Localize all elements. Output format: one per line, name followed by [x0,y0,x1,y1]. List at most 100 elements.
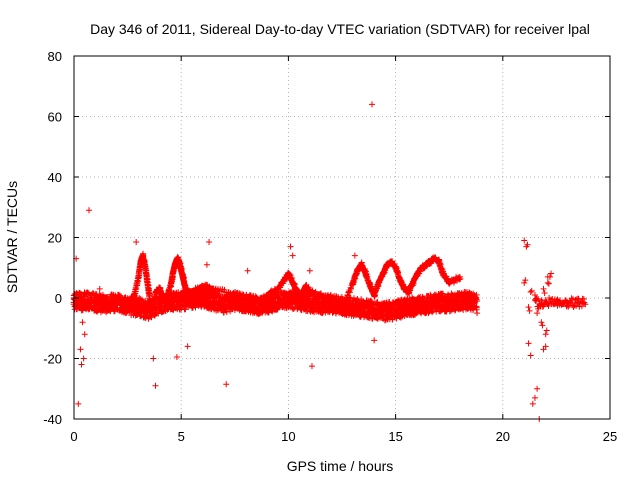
data-point [173,353,180,360]
data-point [381,308,388,315]
data-point [192,304,199,311]
data-point [221,301,228,308]
data-point [529,400,536,407]
data-point [521,279,528,286]
data-point [167,298,174,305]
data-point [531,394,538,401]
data-point [360,305,367,312]
data-point [474,298,481,305]
data-point [534,310,541,317]
data-point [340,302,347,309]
data-point [446,299,453,306]
data-point [81,298,88,305]
data-point [522,277,529,284]
data-point [540,285,547,292]
data-point [548,270,555,277]
x-tick-label: 20 [496,429,510,444]
data-point [525,304,532,311]
x-tick-label: 10 [281,429,295,444]
data-point [178,298,185,305]
data-point [419,294,426,301]
data-point [223,381,230,388]
data-point [435,299,442,306]
x-tick-label: 25 [603,429,617,444]
data-point [348,285,355,292]
y-tick-label: -40 [43,412,62,427]
data-point [537,302,544,309]
data-point [440,290,447,297]
data-point [521,237,528,244]
data-point [344,292,351,299]
data-point [528,287,535,294]
data-point [412,310,419,317]
data-point [571,300,578,307]
data-point [541,290,548,297]
data-point [392,307,399,314]
data-point [457,275,464,282]
data-point [473,291,480,298]
data-point [80,355,87,362]
data-point [341,299,348,306]
data-point [527,352,534,359]
data-point [274,298,281,305]
data-point [377,304,384,311]
data-point [92,299,99,306]
data-point [525,340,532,347]
data-point [184,343,191,350]
data-point [203,261,210,268]
grid [74,56,610,419]
data-point [287,243,294,250]
data-point [188,296,195,303]
y-tick-label: -20 [43,352,62,367]
data-point [533,295,540,302]
data-point [543,327,550,334]
data-point [231,298,238,305]
data-point [351,252,358,259]
data-point [430,308,437,315]
data-point [544,279,551,286]
chart-title: Day 346 of 2011, Sidereal Day-to-day VTE… [90,21,590,37]
data-point [565,303,572,310]
data-point [244,267,251,274]
data-point [567,298,574,305]
data-point [156,301,163,308]
data-point [554,296,561,303]
data-point [103,301,110,308]
data-point [535,305,542,312]
data-markers [70,101,589,422]
data-point [285,296,292,303]
data-point [349,304,356,311]
data-point [306,299,313,306]
data-point [152,382,159,389]
data-point [467,298,474,305]
data-point [79,319,86,326]
data-point [81,331,88,338]
data-point [524,241,531,248]
data-point [582,301,589,308]
data-point [568,295,575,302]
data-point [371,337,378,344]
data-point [308,363,315,370]
data-point [150,355,157,362]
data-point [456,298,463,305]
data-point [96,285,103,292]
data-point [78,361,85,368]
data-point [564,299,571,306]
data-point [578,303,585,310]
data-point [414,302,421,309]
data-point [210,298,217,305]
data-point [540,346,547,353]
data-point [371,307,378,314]
data-point [538,319,545,326]
data-point [534,385,541,392]
data-point [75,400,82,407]
data-point [113,299,120,306]
data-point [536,301,543,308]
data-point [234,291,241,298]
data-point [223,308,230,315]
data-point [573,303,580,310]
data-point [526,307,533,314]
data-point [86,207,93,214]
